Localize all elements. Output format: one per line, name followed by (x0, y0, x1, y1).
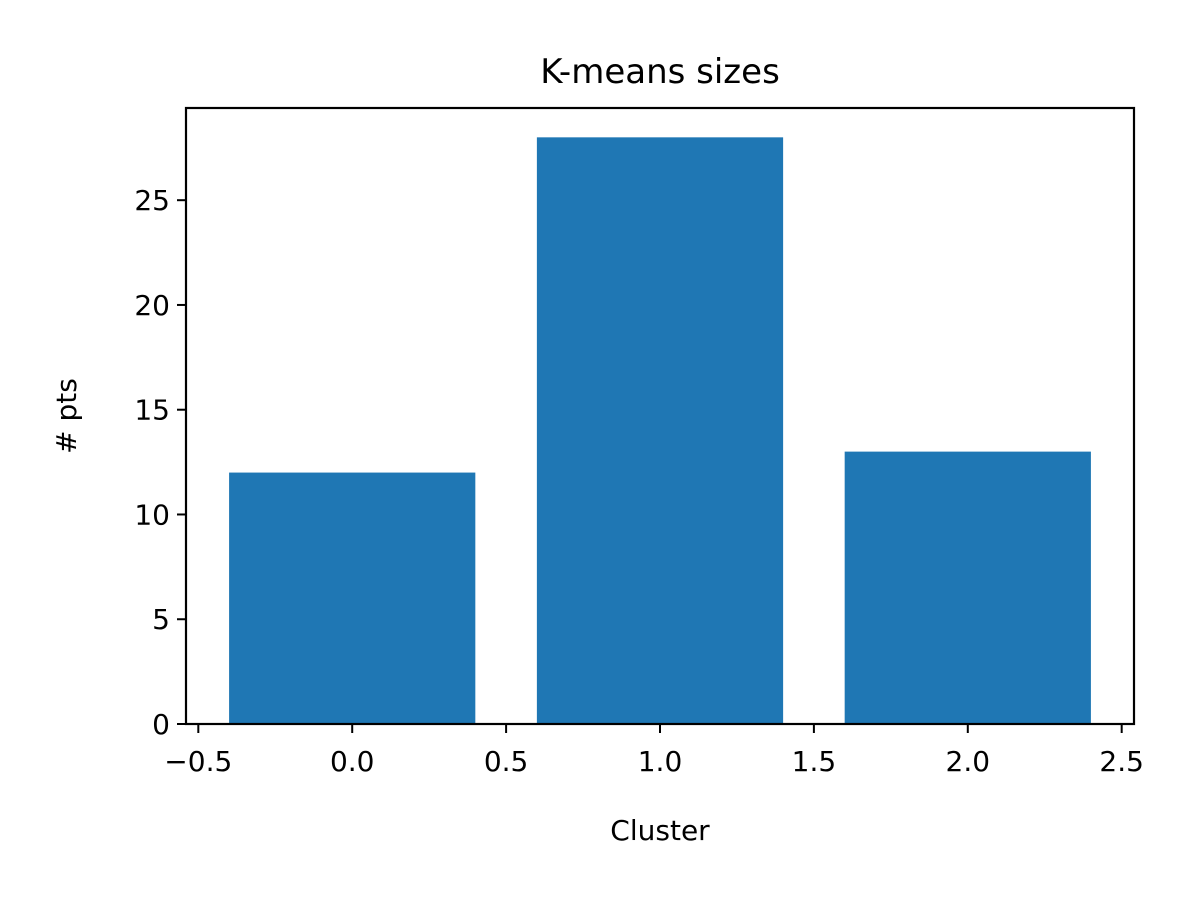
x-axis-label: Cluster (610, 814, 710, 847)
x-tick-label: 1.5 (792, 745, 837, 778)
x-tick-label: 1.0 (638, 745, 683, 778)
y-axis-ticks: 0 5 10 15 20 25 (134, 184, 186, 741)
y-tick-label: 20 (134, 289, 170, 322)
x-tick-label: 0.0 (330, 745, 375, 778)
bar-cluster-2 (844, 451, 1091, 724)
y-tick-label: 5 (152, 603, 170, 636)
x-tick-label: 0.5 (484, 745, 529, 778)
x-tick-label: −0.5 (164, 745, 232, 778)
y-tick-label: 0 (152, 708, 170, 741)
x-axis-ticks: −0.5 0.0 0.5 1.0 1.5 2.0 2.5 (164, 724, 1144, 778)
y-tick-label: 10 (134, 498, 170, 531)
x-tick-label: 2.0 (946, 745, 991, 778)
bars-group (229, 137, 1091, 725)
bar-cluster-1 (536, 137, 784, 725)
chart-title: K-means sizes (540, 52, 780, 92)
bar-cluster-0 (229, 472, 476, 724)
plot-frame (184, 106, 1136, 726)
y-tick-label: 25 (134, 184, 170, 217)
y-axis-label: # pts (50, 378, 83, 454)
x-tick-label: 2.5 (1099, 745, 1144, 778)
y-tick-label: 15 (134, 394, 170, 427)
